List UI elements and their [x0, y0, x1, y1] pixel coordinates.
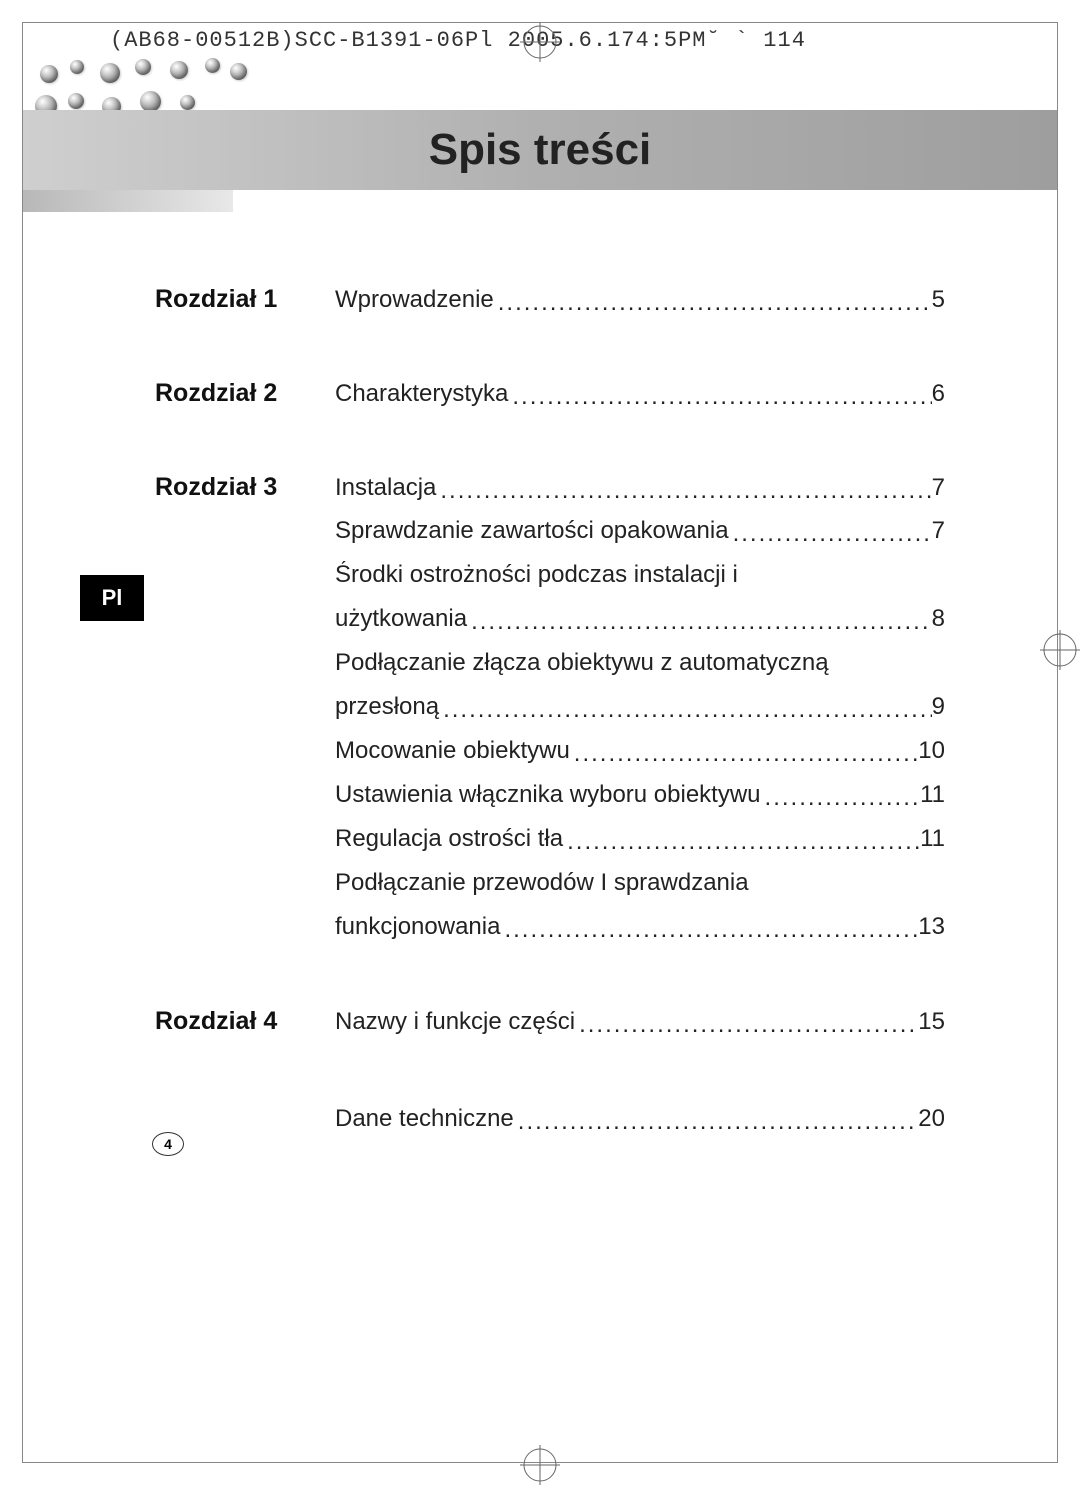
toc-row: funkcjonowania 13	[155, 913, 945, 943]
toc-chapter-label: Rozdział 1	[155, 285, 335, 314]
toc-leader-dots	[563, 828, 920, 853]
toc-page-number: 7	[932, 474, 945, 502]
toc-entry: Środki ostrożności podczas instalacji i	[335, 561, 945, 589]
toc-entry-text: Mocowanie obiektywu	[335, 737, 570, 765]
toc-page-number: 9	[932, 693, 945, 721]
toc-entry-text: Wprowadzenie	[335, 286, 494, 314]
toc-row: przesłoną 9	[155, 693, 945, 723]
toc-leader-dots	[508, 383, 931, 408]
toc-row: Sprawdzanie zawartości opakowania 7	[155, 517, 945, 547]
toc-page-number: 13	[918, 913, 945, 941]
title-banner: Spis treści	[23, 110, 1057, 190]
sub-banner-strip	[23, 190, 233, 212]
toc-section-gap	[155, 957, 945, 1007]
toc-row: Regulacja ostrości tła 11	[155, 825, 945, 855]
toc-leader-dots	[514, 1108, 919, 1133]
toc-leader-dots	[436, 477, 931, 502]
toc-row: Ustawienia włącznika wyboru obiektywu 11	[155, 781, 945, 811]
toc-page-number: 15	[918, 1008, 945, 1036]
toc-chapter-label: Rozdział 2	[155, 379, 335, 408]
toc-entry-text: Podłączanie złącza obiektywu z automatyc…	[335, 649, 829, 677]
toc-chapter-label: Rozdział 4	[155, 1007, 335, 1036]
toc-row: użytkowania 8	[155, 605, 945, 635]
toc-row: Dane techniczne 20	[155, 1105, 945, 1135]
toc-entry: Podłączanie przewodów I sprawdzania	[335, 869, 945, 897]
toc-leader-dots	[500, 916, 918, 941]
language-tab: Pl	[80, 575, 144, 621]
toc-entry-text: Regulacja ostrości tła	[335, 825, 563, 853]
toc-entry: Podłączanie złącza obiektywu z automatyc…	[335, 649, 945, 677]
toc-page-number: 5	[932, 286, 945, 314]
toc-entry-text: Nazwy i funkcje części	[335, 1008, 575, 1036]
toc-row: Rozdział 2Charakterystyka 6	[155, 379, 945, 409]
page-title: Spis treści	[429, 125, 652, 175]
toc-entry-text: funkcjonowania	[335, 913, 500, 941]
toc-leader-dots	[570, 740, 919, 765]
toc-entry: Regulacja ostrości tła 11	[335, 825, 945, 853]
crop-mark-right	[1040, 630, 1080, 670]
toc-entry-text: użytkowania	[335, 605, 467, 633]
toc-row: Rozdział 1Wprowadzenie 5	[155, 285, 945, 315]
toc-page-number: 10	[918, 737, 945, 765]
table-of-contents: Rozdział 1Wprowadzenie 5 Rozdział 2Charakt…	[155, 285, 945, 1149]
toc-entry-text: Podłączanie przewodów I sprawdzania	[335, 869, 749, 897]
toc-page-number: 7	[932, 517, 945, 545]
toc-leader-dots	[467, 608, 932, 633]
toc-entry: Instalacja 7	[335, 474, 945, 502]
toc-entry-text: przesłoną	[335, 693, 439, 721]
toc-page-number: 11	[920, 781, 945, 809]
toc-page-number: 6	[932, 380, 945, 408]
toc-row	[155, 1051, 945, 1091]
toc-row: Podłączanie przewodów I sprawdzania	[155, 869, 945, 899]
toc-entry: Nazwy i funkcje części 15	[335, 1008, 945, 1036]
toc-leader-dots	[761, 784, 921, 809]
toc-page-number: 11	[920, 825, 945, 853]
toc-row: Rozdział 3Instalacja 7	[155, 473, 945, 503]
toc-leader-dots	[575, 1011, 918, 1036]
toc-row: Środki ostrożności podczas instalacji i	[155, 561, 945, 591]
toc-entry: przesłoną 9	[335, 693, 945, 721]
toc-row: Mocowanie obiektywu 10	[155, 737, 945, 767]
toc-entry: użytkowania 8	[335, 605, 945, 633]
toc-row: Rozdział 4Nazwy i funkcje części 15	[155, 1007, 945, 1037]
toc-section-gap	[155, 423, 945, 473]
toc-entry-text: Ustawienia włącznika wyboru obiektywu	[335, 781, 761, 809]
toc-entry-text: Sprawdzanie zawartości opakowania	[335, 517, 729, 545]
toc-leader-dots	[494, 289, 932, 314]
toc-entry-text: Środki ostrożności podczas instalacji i	[335, 561, 738, 589]
toc-entry-text: Charakterystyka	[335, 380, 508, 408]
toc-entry: Mocowanie obiektywu 10	[335, 737, 945, 765]
toc-entry: Charakterystyka 6	[335, 380, 945, 408]
toc-entry: funkcjonowania 13	[335, 913, 945, 941]
toc-entry: Wprowadzenie 5	[335, 286, 945, 314]
toc-section-gap	[155, 329, 945, 379]
toc-entry: Dane techniczne 20	[335, 1105, 945, 1133]
toc-page-number: 20	[918, 1105, 945, 1133]
toc-entry: Ustawienia włącznika wyboru obiektywu 11	[335, 781, 945, 809]
toc-leader-dots	[439, 696, 932, 721]
toc-entry-text: Instalacja	[335, 474, 436, 502]
page-number: 4	[152, 1132, 184, 1156]
print-header-info: (AB68-00512B)SCC-B1391-06Pl 2005.6.174:5…	[110, 28, 806, 53]
toc-row: Podłączanie złącza obiektywu z automatyc…	[155, 649, 945, 679]
toc-entry-text: Dane techniczne	[335, 1105, 514, 1133]
crop-mark-bottom	[520, 1445, 560, 1485]
toc-leader-dots	[729, 520, 932, 545]
toc-page-number: 8	[932, 605, 945, 633]
toc-chapter-label: Rozdział 3	[155, 473, 335, 502]
toc-entry: Sprawdzanie zawartości opakowania 7	[335, 517, 945, 545]
crop-mark-top	[520, 22, 560, 62]
